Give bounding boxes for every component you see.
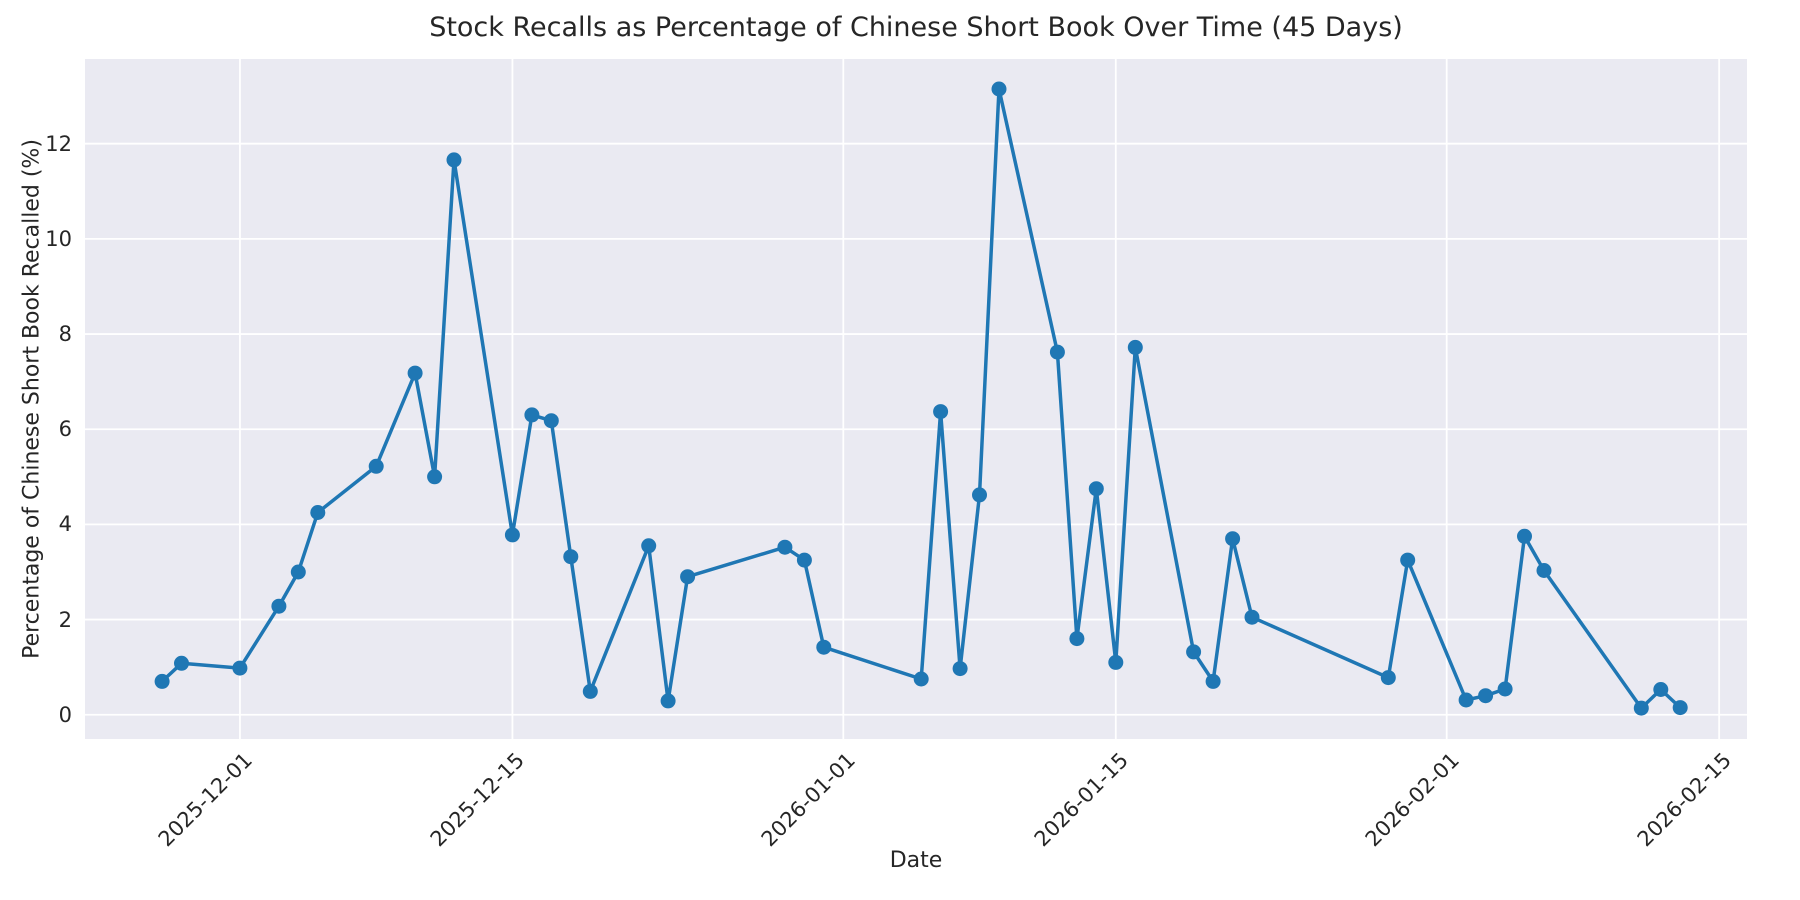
x-tick-text: 2026-01-01 xyxy=(756,748,861,852)
x-tick-text: 2026-02-15 xyxy=(1632,748,1737,852)
data-point-marker xyxy=(660,693,676,709)
x-tick-text: 2026-02-01 xyxy=(1360,748,1464,852)
data-point-marker xyxy=(1205,673,1221,689)
data-point-marker xyxy=(1088,481,1104,497)
x-tick-text: 2025-12-15 xyxy=(426,748,530,852)
data-point-marker xyxy=(154,673,170,689)
data-point-marker xyxy=(1069,631,1085,647)
data-point-marker xyxy=(777,539,793,555)
plot-area xyxy=(85,59,1747,739)
data-point-marker xyxy=(991,81,1007,97)
data-point-marker xyxy=(1186,644,1202,660)
data-point-marker xyxy=(582,683,598,699)
data-point-marker xyxy=(1127,339,1143,355)
data-point-marker xyxy=(1653,682,1669,697)
y-tick-label: 4 xyxy=(58,512,72,537)
x-tick-text: 2025-12-01 xyxy=(153,748,257,852)
data-point-marker xyxy=(271,598,287,614)
data-point-marker xyxy=(1633,700,1649,716)
y-axis-label: Percentage of Chinese Short Book Recalle… xyxy=(19,139,45,659)
data-point-marker xyxy=(504,527,520,543)
data-point-marker xyxy=(563,549,579,565)
y-tick-label: 2 xyxy=(58,607,72,632)
data-point-marker xyxy=(933,404,949,420)
data-point-marker xyxy=(1672,700,1688,716)
data-point-marker xyxy=(524,407,540,423)
line-chart-svg xyxy=(85,59,1747,739)
series-line xyxy=(160,87,1682,710)
data-point-marker xyxy=(446,152,462,168)
chart-title: Stock Recalls as Percentage of Chinese S… xyxy=(429,12,1403,43)
data-point-marker xyxy=(1536,563,1552,578)
data-point-marker xyxy=(913,671,929,687)
data-point-marker xyxy=(368,458,384,474)
y-tick-label: 6 xyxy=(58,417,72,442)
data-point-marker xyxy=(174,655,189,671)
data-point-marker xyxy=(1400,552,1416,568)
data-point-marker xyxy=(1108,654,1124,670)
data-point-marker xyxy=(427,469,443,485)
data-point-marker xyxy=(972,487,987,503)
data-point-marker xyxy=(310,505,326,520)
data-point-marker xyxy=(407,365,423,381)
data-point-marker xyxy=(1244,609,1260,625)
y-tick-label: 10 xyxy=(45,226,72,251)
data-point-marker xyxy=(232,660,248,676)
y-tick-label: 0 xyxy=(58,702,72,727)
data-point-marker xyxy=(1517,528,1532,544)
data-point-marker xyxy=(1225,531,1241,547)
data-point-marker xyxy=(641,538,657,554)
data-point-marker xyxy=(1478,688,1494,704)
data-point-marker xyxy=(1497,681,1513,697)
data-point-marker xyxy=(1380,670,1396,686)
data-point-marker xyxy=(1458,692,1474,708)
data-point-marker xyxy=(680,569,696,585)
data-point-marker xyxy=(543,413,559,429)
y-tick-label: 12 xyxy=(45,131,72,156)
y-tick-label: 8 xyxy=(58,322,72,347)
data-point-marker xyxy=(952,661,968,677)
x-tick-text: 2026-01-15 xyxy=(1029,748,1133,852)
data-point-marker xyxy=(1049,344,1065,360)
data-point-marker xyxy=(796,552,812,568)
data-point-marker xyxy=(290,564,306,580)
x-axis-label: Date xyxy=(889,848,943,873)
data-point-marker xyxy=(816,639,832,655)
